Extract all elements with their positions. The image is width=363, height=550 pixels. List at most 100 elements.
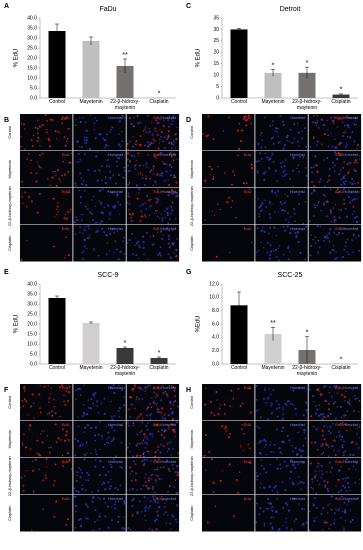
channel-label: EdU: [153, 152, 161, 157]
nucleus: [267, 242, 269, 245]
edu-signal: [45, 466, 48, 468]
edu-signal: [68, 458, 71, 462]
nucleus: [142, 484, 145, 487]
edu-signal: [128, 117, 131, 120]
nucleus: [163, 146, 166, 150]
edu-signal: [161, 407, 164, 410]
nucleus: [174, 153, 176, 155]
edu-signal: [41, 124, 44, 127]
nucleus: [152, 184, 155, 187]
nucleus: [166, 395, 169, 398]
nucleus: [330, 523, 332, 526]
nucleus: [131, 487, 134, 491]
nucleus: [331, 146, 334, 148]
edu-signal: [66, 217, 69, 220]
edu-signal: [64, 174, 66, 177]
nucleus: [145, 459, 148, 461]
edu-signal: [313, 185, 316, 188]
nucleus: [265, 507, 269, 510]
nucleus: [173, 140, 176, 143]
nucleus: [335, 485, 337, 487]
nucleus: [151, 435, 154, 438]
edu-signal: [250, 122, 253, 125]
edu-signal: [141, 174, 143, 176]
nucleus: [293, 208, 296, 211]
nucleus: [322, 529, 324, 532]
edu-signal: [32, 134, 35, 137]
nucleus: [98, 527, 101, 530]
nucleus: [163, 502, 166, 504]
edu-signal: [36, 127, 39, 130]
nucleus: [343, 248, 345, 251]
nucleus: [118, 174, 121, 177]
nucleus: [148, 127, 151, 130]
edu-signal: [343, 202, 346, 205]
edu-signal: [354, 170, 357, 173]
nucleus: [349, 136, 352, 139]
nucleus: [122, 240, 124, 243]
nucleus: [74, 454, 77, 457]
nucleus: [359, 158, 361, 160]
nucleus: [328, 461, 331, 464]
nucleus: [95, 451, 97, 453]
nucleus: [276, 428, 278, 431]
nucleus: [110, 128, 112, 131]
nucleus: [275, 234, 278, 237]
nucleus: [341, 445, 344, 449]
nucleus: [316, 465, 319, 468]
nucleus: [73, 495, 76, 498]
significance-mark: *: [306, 60, 309, 67]
nucleus: [132, 424, 135, 427]
nucleus: [335, 251, 337, 253]
edu-signal: [241, 423, 243, 426]
nucleus: [116, 230, 119, 233]
y-tick-label: 20.0: [27, 55, 37, 61]
nucleus: [105, 177, 107, 179]
y-tick-label: 30.0: [27, 301, 37, 307]
edu-signal: [155, 183, 157, 185]
nucleus: [86, 471, 89, 475]
channel-label: EdU: [244, 385, 252, 390]
edu-signal: [202, 132, 204, 135]
edu-signal: [164, 390, 167, 393]
edu-signal: [23, 123, 25, 126]
nucleus: [154, 491, 157, 494]
bar: [264, 72, 282, 98]
nucleus: [109, 178, 111, 180]
edu-signal: [176, 249, 178, 252]
nucleus: [260, 132, 263, 135]
nucleus: [111, 418, 114, 421]
nucleus: [105, 146, 108, 148]
nucleus: [313, 203, 316, 207]
edu-signal: [37, 119, 39, 122]
nucleus: [79, 517, 82, 521]
nucleus: [335, 387, 337, 390]
edu-signal: [48, 447, 50, 449]
edu-signal: [315, 164, 318, 167]
nucleus: [284, 402, 287, 405]
nucleus: [275, 399, 278, 403]
nucleus: [277, 135, 279, 137]
nucleus: [355, 220, 358, 223]
nucleus: [100, 164, 103, 167]
y-tick-label: 0.0: [30, 95, 37, 101]
nucleus: [259, 487, 262, 489]
nucleus: [347, 500, 350, 503]
nucleus: [98, 200, 101, 203]
nucleus: [139, 431, 141, 434]
channel-label: EdU: [335, 496, 343, 501]
edu-signal: [213, 414, 216, 417]
edu-signal: [69, 208, 72, 211]
nucleus: [107, 442, 110, 445]
nucleus: [112, 458, 115, 461]
edu-signal: [318, 404, 320, 406]
edu-signal: [167, 427, 170, 429]
nucleus: [324, 443, 328, 446]
nucleus: [326, 236, 329, 240]
nucleus: [116, 165, 119, 167]
channel-label: Hoechst: [161, 115, 177, 120]
edu-signal: [337, 188, 339, 191]
nucleus: [107, 431, 110, 434]
edu-signal: [56, 138, 58, 140]
panel-letter: E: [4, 269, 9, 276]
